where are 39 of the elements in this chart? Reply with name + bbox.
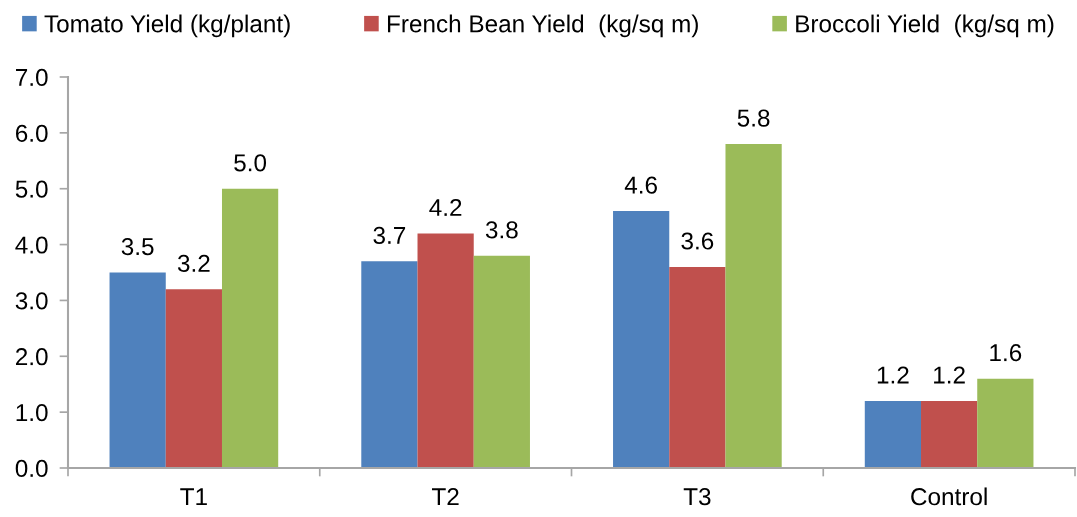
data-label: 5.8 — [737, 109, 770, 127]
y-tick-label: 6.0 — [16, 124, 48, 142]
bar — [977, 378, 1034, 468]
data-label: 3.8 — [485, 221, 518, 239]
legend-label: Broccoli Yield (kg/sq m) — [796, 14, 1054, 38]
data-label: 1.2 — [877, 366, 909, 384]
data-label: 3.5 — [121, 237, 154, 256]
data-label: 3.7 — [373, 226, 406, 245]
data-label: 1.6 — [990, 344, 1022, 362]
data-label: 1.2 — [934, 366, 965, 384]
data-label: 4.6 — [624, 176, 657, 194]
legend-label: Tomato Yield (kg/plant) — [44, 14, 290, 38]
data-label: 5.0 — [234, 154, 267, 172]
y-tick-label: 7.0 — [16, 68, 48, 87]
y-tick-label: 0.0 — [15, 459, 48, 478]
data-label: 4.2 — [429, 198, 462, 216]
x-tick-label: T3 — [683, 488, 711, 506]
x-tick-label: Control — [911, 487, 987, 506]
bar — [417, 233, 474, 468]
legend-label: French Bean Yield (kg/sq m) — [388, 14, 698, 38]
bar — [473, 255, 530, 468]
y-tick-label: 5.0 — [15, 180, 48, 198]
bar — [921, 400, 978, 468]
bar — [109, 272, 166, 468]
y-tick-label: 2.0 — [15, 348, 48, 366]
bar — [725, 144, 782, 468]
bar — [361, 261, 418, 468]
bar — [864, 400, 922, 468]
y-tick-label: 1.0 — [16, 403, 48, 422]
bar — [613, 211, 670, 468]
data-label: 3.2 — [177, 254, 210, 272]
bar — [221, 188, 279, 468]
bar — [165, 289, 222, 468]
x-tick-label: T1 — [180, 488, 207, 506]
data-label: 3.6 — [681, 232, 714, 250]
y-tick-label: 4.0 — [15, 236, 48, 254]
bar — [669, 266, 726, 468]
x-tick-label: T2 — [431, 488, 459, 506]
y-tick-label: 3.0 — [15, 292, 48, 310]
